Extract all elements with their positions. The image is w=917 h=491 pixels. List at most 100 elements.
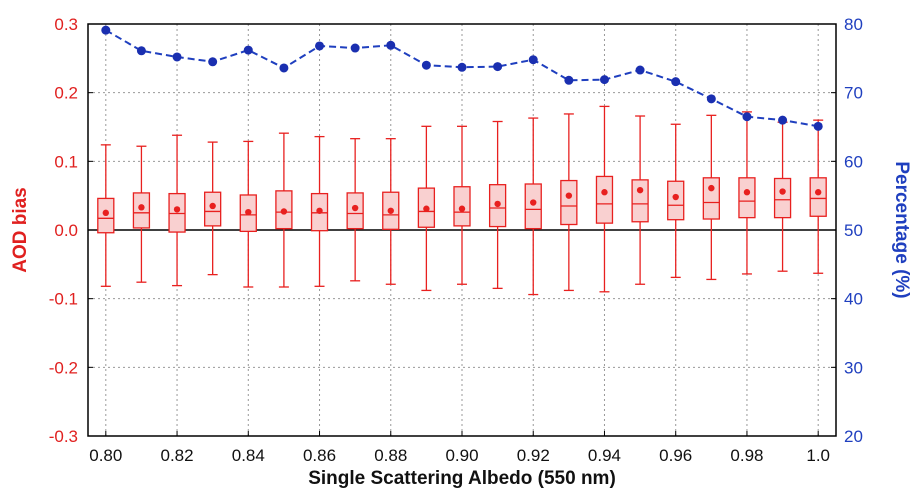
- bottom-tick-label: 0.90: [445, 446, 478, 465]
- bottom-tick-label: 0.86: [303, 446, 336, 465]
- box-iqr: [809, 177, 827, 217]
- box-plot: [524, 117, 542, 296]
- left-tick-label: 0.3: [54, 15, 78, 34]
- percentage-point: [350, 43, 360, 53]
- box-plot: [417, 125, 436, 292]
- box-plot: [631, 115, 649, 285]
- bottom-tick-label: 0.96: [659, 446, 692, 465]
- box-iqr: [667, 180, 685, 221]
- percentage-point: [778, 115, 788, 125]
- bottom-tick-label: 0.94: [588, 446, 621, 465]
- bottom-tick-label: 0.92: [517, 446, 550, 465]
- percentage-point: [671, 77, 681, 87]
- percentage-point: [172, 52, 182, 62]
- percentage-point: [208, 57, 218, 67]
- box-plot: [595, 105, 614, 293]
- box-mean-point: [530, 199, 537, 206]
- box-plot: [275, 132, 293, 288]
- box-iqr: [738, 177, 756, 219]
- box-iqr: [560, 179, 578, 226]
- right-tick-label: 70: [844, 84, 863, 103]
- bottom-tick-label: 0.80: [89, 446, 122, 465]
- left-tick-label: 0.2: [54, 84, 78, 103]
- box-plot: [702, 114, 720, 281]
- right-tick-label: 20: [844, 427, 863, 446]
- box-iqr: [773, 177, 792, 219]
- box-mean-point: [102, 209, 110, 217]
- percentage-point: [386, 40, 396, 50]
- box-mean-point: [209, 202, 216, 210]
- box-iqr: [631, 179, 649, 223]
- x-axis-title: Single Scattering Albedo (550 nm): [308, 468, 616, 489]
- box-plot: [132, 145, 151, 283]
- percentage-point: [136, 46, 146, 56]
- box-plot: [773, 121, 792, 272]
- left-tick-label: -0.3: [49, 427, 78, 446]
- box-iqr: [168, 192, 186, 233]
- percentage-point: [243, 45, 253, 55]
- percentage-point: [706, 94, 716, 104]
- percentage-point: [101, 25, 111, 35]
- percentage-point: [635, 65, 645, 75]
- box-plot: [204, 141, 222, 276]
- percentage-point: [457, 62, 467, 72]
- box-mean-point: [458, 205, 466, 212]
- box-plot: [382, 138, 400, 285]
- box-mean-point: [494, 200, 501, 208]
- box-mean-point: [351, 204, 359, 212]
- left-axis-ticks: -0.3 -0.2 -0.1 0.0 0.1 0.2 0.3: [49, 15, 93, 446]
- box-plot-series: [97, 105, 827, 296]
- box-plot: [168, 134, 186, 287]
- box-plot: [346, 138, 364, 282]
- box-mean-point: [316, 207, 323, 214]
- box-mean-point: [245, 208, 252, 216]
- left-tick-label: -0.1: [49, 290, 78, 309]
- box-mean-point: [636, 186, 644, 194]
- right-axis-ticks: 20 30 40 50 60 70 80: [831, 15, 863, 446]
- percentage-point: [742, 112, 752, 122]
- percentage-point: [315, 41, 325, 51]
- percentage-point: [279, 63, 289, 73]
- box-plot: [239, 140, 257, 288]
- right-tick-label: 50: [844, 221, 863, 240]
- box-mean-point: [708, 184, 715, 192]
- box-mean-point: [779, 188, 786, 195]
- box-mean-point: [280, 208, 288, 215]
- percentage-series: [101, 25, 823, 131]
- box-mean-point: [672, 193, 679, 201]
- y2-axis-title: Percentage (%): [891, 161, 912, 298]
- percentage-point: [421, 60, 431, 70]
- box-iqr: [595, 175, 614, 224]
- y-axis-title: AOD bias: [10, 187, 31, 273]
- box-mean-point: [387, 207, 394, 214]
- box-mean-point: [423, 205, 430, 212]
- box-iqr: [524, 183, 542, 230]
- right-tick-label: 60: [844, 152, 863, 171]
- percentage-point: [813, 121, 823, 131]
- box-plot: [738, 111, 756, 275]
- right-tick-label: 80: [844, 15, 863, 34]
- box-plot: [310, 135, 329, 287]
- box-mean-point: [814, 189, 822, 196]
- box-plot: [560, 113, 578, 292]
- box-plot: [453, 125, 471, 285]
- box-mean-point: [565, 192, 573, 199]
- bottom-tick-label: 1.0: [806, 446, 830, 465]
- box-mean-point: [138, 204, 145, 211]
- box-plot: [488, 120, 507, 290]
- bottom-tick-label: 0.84: [232, 446, 265, 465]
- left-tick-label: 0.0: [54, 221, 78, 240]
- box-plot: [97, 144, 115, 287]
- right-tick-label: 30: [844, 358, 863, 377]
- bottom-axis-ticks: 0.80 0.82 0.84 0.86 0.88 0.90 0.92 0.94 0.96 0.98…: [89, 431, 830, 465]
- right-tick-label: 40: [844, 290, 863, 309]
- box-iqr: [702, 177, 720, 220]
- box-mean-point: [743, 189, 751, 196]
- bottom-tick-label: 0.82: [161, 446, 194, 465]
- bottom-tick-label: 0.88: [374, 446, 407, 465]
- percentage-point: [564, 75, 574, 85]
- percentage-point: [493, 62, 503, 72]
- box-mean-point: [173, 206, 181, 213]
- left-tick-label: -0.2: [49, 358, 78, 377]
